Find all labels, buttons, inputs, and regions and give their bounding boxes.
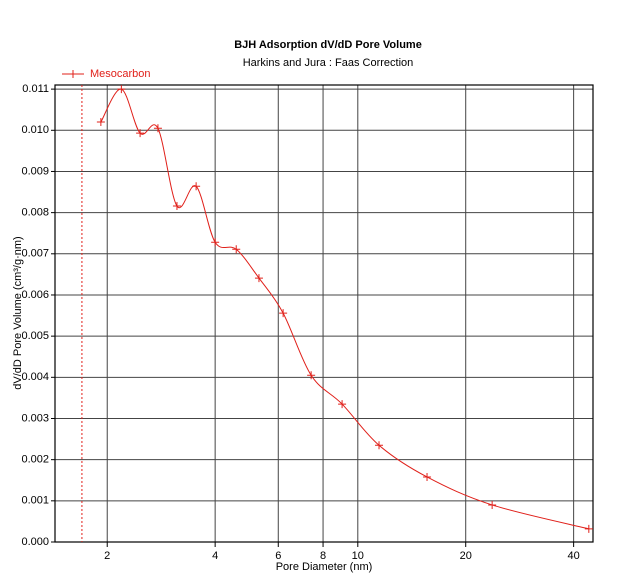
- y-tick-label: 0.007: [21, 248, 49, 260]
- x-tick-label: 20: [460, 550, 472, 562]
- y-axis-label: dV/dD Pore Volume (cm³/g·nm): [12, 236, 24, 389]
- chart-subtitle: Harkins and Jura : Faas Correction: [243, 57, 414, 69]
- y-tick-label: 0.004: [21, 371, 49, 383]
- y-tick-label: 0.011: [22, 83, 49, 95]
- point: [153, 124, 162, 133]
- x-tick-label: 2: [104, 550, 110, 562]
- point: [136, 129, 145, 138]
- y-tick-label: 0.009: [21, 165, 49, 177]
- point: [232, 245, 241, 254]
- chart-title: BJH Adsorption dV/dD Pore Volume: [234, 39, 422, 51]
- point: [488, 500, 497, 509]
- point: [338, 400, 347, 409]
- y-tick-label: 0.003: [21, 412, 49, 424]
- y-tick-label: 0.010: [21, 124, 49, 136]
- y-tick-label: 0.008: [21, 207, 49, 219]
- point: [211, 238, 220, 247]
- point: [307, 371, 316, 380]
- point: [254, 274, 263, 283]
- y-tick-label: 0.002: [21, 454, 49, 466]
- legend-marker: [69, 70, 77, 78]
- point: [192, 182, 201, 191]
- point: [423, 472, 432, 481]
- point: [96, 118, 105, 127]
- series-line: [100, 88, 589, 530]
- point: [172, 202, 181, 211]
- y-tick-label: 0.000: [21, 536, 49, 548]
- point: [375, 441, 384, 450]
- y-tick-label: 0.001: [21, 495, 49, 507]
- x-axis-label: Pore Diameter (nm): [276, 561, 373, 573]
- legend-label: Mesocarbon: [90, 68, 151, 80]
- x-tick-label: 10: [352, 550, 364, 562]
- x-tick-label: 40: [568, 550, 580, 562]
- point: [117, 85, 126, 94]
- y-tick-label: 0.006: [21, 289, 49, 301]
- x-tick-label: 6: [275, 550, 281, 562]
- point: [584, 524, 593, 533]
- x-tick-label: 8: [320, 550, 326, 562]
- point: [279, 309, 288, 318]
- x-tick-label: 4: [212, 550, 218, 562]
- plot-frame: [54, 84, 594, 543]
- y-tick-label: 0.005: [21, 330, 49, 342]
